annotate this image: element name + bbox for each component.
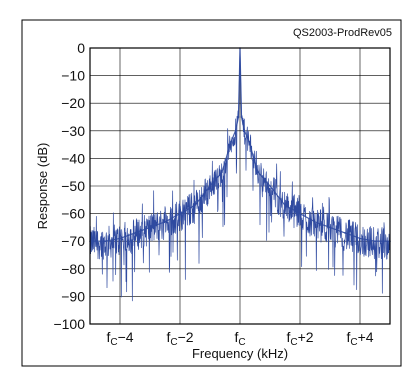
y-tick-label: −100 — [53, 316, 85, 332]
data-point — [230, 141, 232, 143]
y-tick-label: −80 — [61, 261, 85, 277]
data-point — [240, 116, 243, 118]
data-point — [194, 204, 196, 207]
data-point — [329, 226, 331, 229]
y-tick-labels: 0 −10 −20 −30 −40 −50 −60 −70 −80 −90 −100 — [53, 40, 85, 332]
y-tick-label: −20 — [61, 95, 85, 111]
data-point — [104, 240, 106, 242]
data-point — [221, 171, 223, 173]
x-tick-labels: fC−4 fC−2 fC fC+2 fC+4 — [106, 329, 373, 348]
y-tick-label: −30 — [61, 123, 85, 139]
data-point — [179, 212, 181, 215]
y-tick-label: −10 — [61, 68, 85, 84]
y-tick-label: −70 — [61, 233, 85, 249]
x-tick-label: fC−4 — [106, 329, 133, 348]
data-point — [374, 240, 376, 242]
data-point — [209, 185, 211, 187]
data-point — [284, 204, 286, 207]
data-point — [149, 226, 151, 229]
x-tick-label: fC — [234, 329, 245, 348]
data-point — [234, 130, 237, 132]
data-point — [237, 116, 240, 118]
y-axis-title: Response (dB) — [35, 143, 50, 230]
data-point — [164, 221, 166, 223]
x-axis-title: Frequency (kHz) — [192, 346, 288, 361]
data-point — [248, 141, 250, 143]
y-tick-label: −90 — [61, 288, 85, 304]
y-tick-label: 0 — [77, 40, 85, 56]
data-point — [359, 237, 361, 240]
source-label: QS2003-ProdRev05 — [293, 27, 392, 39]
plot-area-border — [89, 47, 391, 325]
data-point — [314, 221, 316, 223]
x-tick-label: fC+2 — [286, 329, 313, 348]
data-point — [344, 232, 346, 234]
y-tick-label: −60 — [61, 206, 85, 222]
x-tick-label: fC+4 — [346, 329, 373, 348]
data-point — [119, 237, 121, 240]
data-point — [299, 212, 301, 215]
x-tick-label: fC−2 — [166, 329, 193, 348]
data-point — [243, 130, 246, 132]
y-tick-label: −40 — [61, 150, 85, 166]
data-point — [269, 185, 271, 187]
data-point — [257, 171, 259, 173]
y-tick-label: −50 — [61, 178, 85, 194]
data-point — [134, 232, 136, 234]
